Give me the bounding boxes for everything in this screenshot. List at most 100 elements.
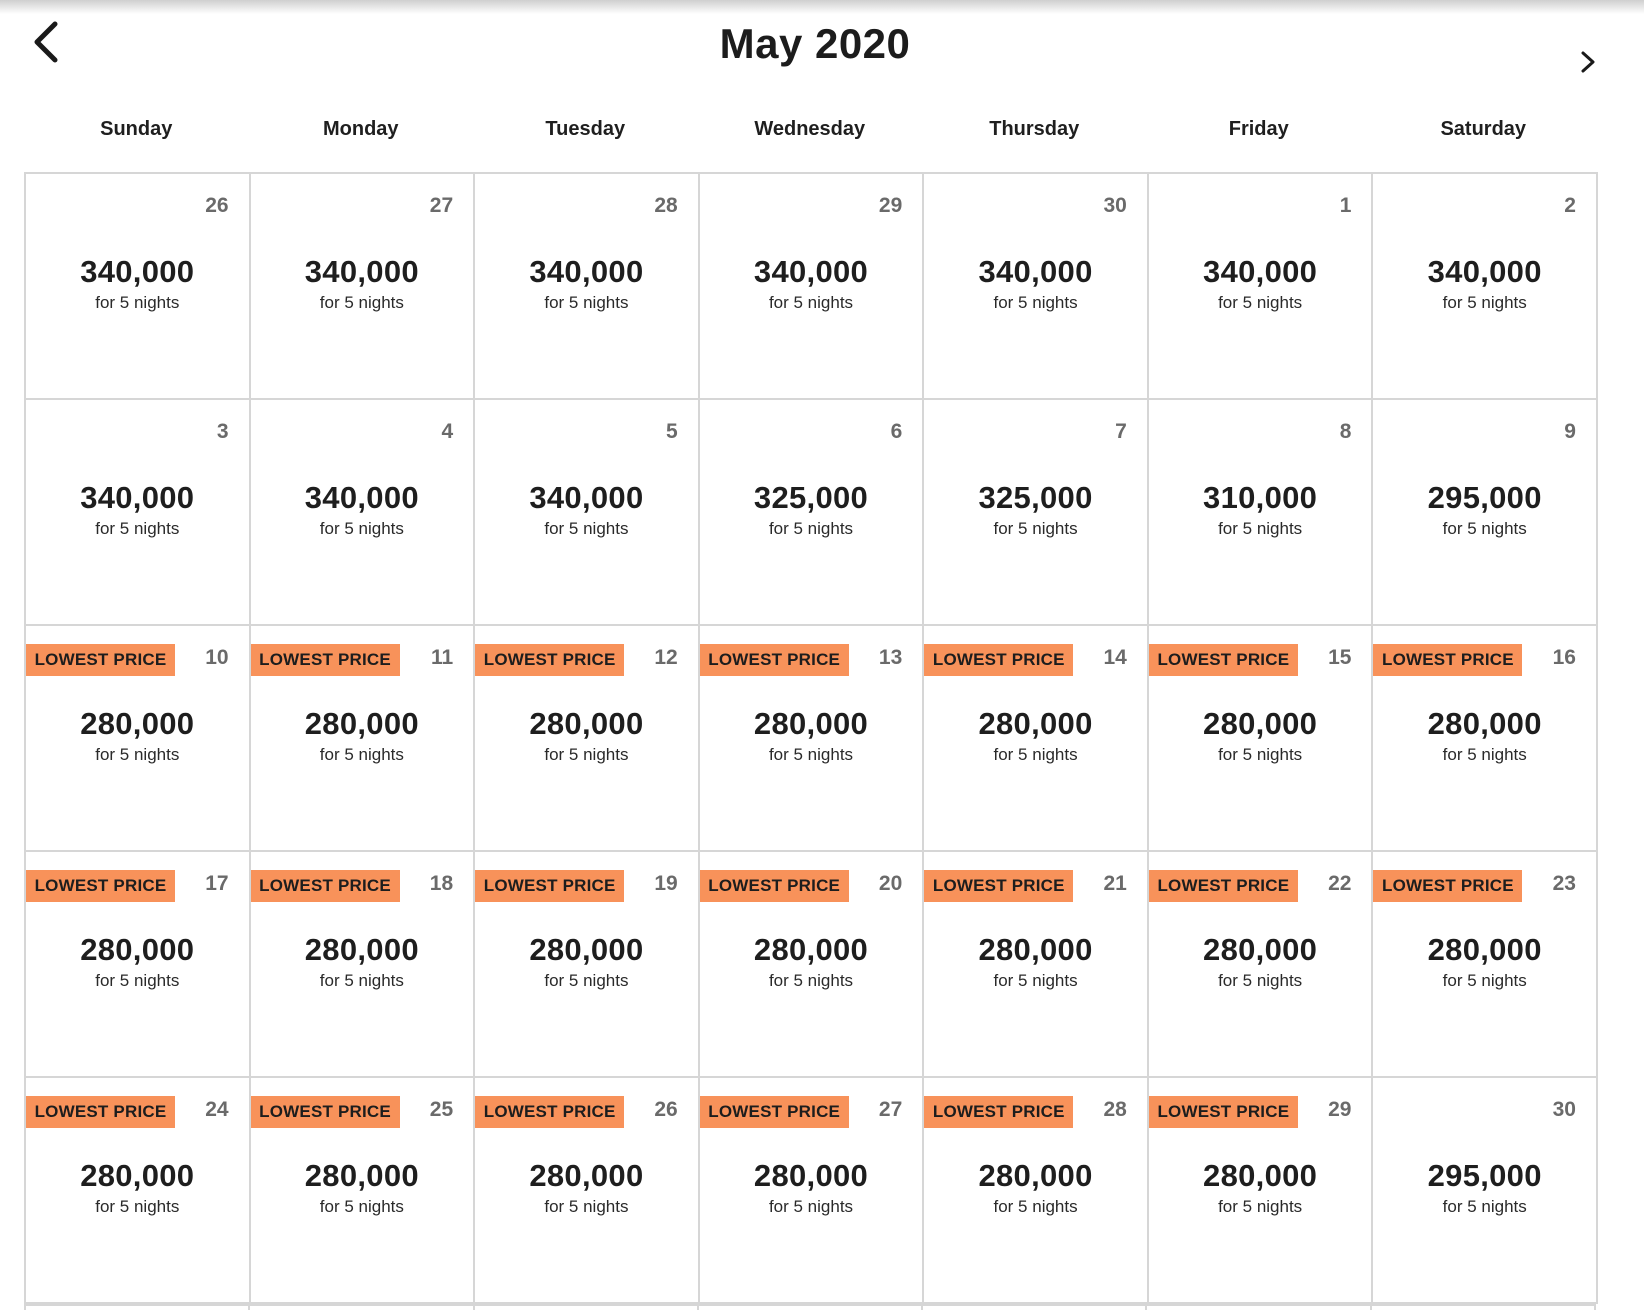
day-number: 29 [1328,1098,1352,1121]
day-cell[interactable]: LOWEST PRICE 16 280,000 for 5 nights [1373,626,1598,852]
nights-label: for 5 nights [993,293,1078,312]
price: 280,000 [80,706,195,741]
price: 280,000 [1427,706,1542,741]
day-number: 7 [1115,420,1127,443]
price: 340,000 [529,480,644,515]
day-cell[interactable]: LOWEST PRICE 20 280,000 for 5 nights [699,852,925,1078]
price: 280,000 [529,1158,644,1193]
lowest-price-badge: LOWEST PRICE [699,1096,849,1128]
day-cell[interactable]: LOWEST PRICE 26 280,000 for 5 nights [475,1078,700,1304]
day-cell[interactable]: 27 340,000 for 5 nights [250,174,476,400]
nights-label: for 5 nights [1218,519,1303,538]
nights-label: for 5 nights [319,293,404,312]
day-cell[interactable]: LOWEST PRICE 28 280,000 for 5 nights [924,1078,1149,1304]
day-cell[interactable]: LOWEST PRICE 11 280,000 for 5 nights [250,626,476,852]
day-cell[interactable]: 9 295,000 for 5 nights [1373,400,1598,626]
day-cell[interactable]: LOWEST PRICE 10 280,000 for 5 nights [26,626,251,852]
lowest-price-badge: LOWEST PRICE [250,870,400,902]
lowest-price-badge: LOWEST PRICE [1148,1096,1298,1128]
day-cell[interactable]: 8 310,000 for 5 nights [1148,400,1374,626]
day-cell[interactable]: LOWEST PRICE 14 280,000 for 5 nights [924,626,1149,852]
weekday-saturday: Saturday [1440,118,1527,140]
day-number: 21 [1103,872,1127,895]
day-number: 22 [1328,872,1352,895]
nights-label: for 5 nights [544,745,629,764]
price: 280,000 [304,932,419,967]
price: 340,000 [304,480,419,515]
day-cell[interactable]: 29 340,000 for 5 nights [699,174,925,400]
weekday-thursday: Thursday [989,118,1080,140]
day-cell[interactable]: LOWEST PRICE 22 280,000 for 5 nights [1148,852,1374,1078]
nights-label: for 5 nights [95,1197,180,1216]
day-cell[interactable]: 2 340,000 for 5 nights [1373,174,1598,400]
day-number: 5 [666,420,678,443]
previous-month-button[interactable] [22,14,70,70]
day-cell[interactable]: 1 340,000 for 5 nights [1148,174,1374,400]
weekday-wednesday: Wednesday [754,118,866,140]
nights-label: for 5 nights [993,971,1078,990]
price: 340,000 [80,480,195,515]
price: 280,000 [753,706,869,741]
day-number: 20 [878,872,903,895]
nights-label: for 5 nights [544,1197,629,1216]
nights-label: for 5 nights [95,971,180,990]
day-cell[interactable]: LOWEST PRICE 29 280,000 for 5 nights [1148,1078,1374,1304]
price: 340,000 [1203,254,1318,289]
next-month-button[interactable] [1572,46,1604,78]
month-title: May 2020 [719,20,911,67]
nights-label: for 5 nights [1218,293,1303,312]
nights-label: for 5 nights [544,519,629,538]
lowest-price-badge: LOWEST PRICE [924,870,1074,902]
day-number: 18 [429,872,454,895]
day-cell[interactable]: LOWEST PRICE 23 280,000 for 5 nights [1373,852,1598,1078]
day-number: 30 [1103,194,1127,217]
price: 340,000 [1427,254,1542,289]
day-cell[interactable]: LOWEST PRICE 19 280,000 for 5 nights [475,852,700,1078]
lowest-price-badge: LOWEST PRICE [26,1096,175,1128]
day-cell[interactable]: 30 295,000 for 5 nights [1373,1078,1598,1304]
nights-label: for 5 nights [319,971,404,990]
next-week-row-partial [24,1304,1596,1310]
day-number: 26 [205,194,229,217]
day-number: 13 [878,646,903,669]
day-number: 27 [878,1098,903,1121]
day-number: 12 [654,646,678,669]
lowest-price-badge: LOWEST PRICE [250,1096,400,1128]
chevron-left-icon [34,21,58,63]
nights-label: for 5 nights [1442,1197,1527,1216]
day-cell[interactable]: LOWEST PRICE 24 280,000 for 5 nights [26,1078,251,1304]
day-cell[interactable]: LOWEST PRICE 27 280,000 for 5 nights [699,1078,925,1304]
day-cell[interactable]: LOWEST PRICE 25 280,000 for 5 nights [250,1078,476,1304]
price: 280,000 [80,1158,195,1193]
day-number: 4 [441,420,454,443]
day-cell[interactable]: 7 325,000 for 5 nights [924,400,1149,626]
nights-label: for 5 nights [768,293,854,312]
nights-label: for 5 nights [319,745,404,764]
day-number: 26 [654,1098,678,1121]
day-cell[interactable]: LOWEST PRICE 12 280,000 for 5 nights [475,626,700,852]
lowest-price-badge: LOWEST PRICE [1148,644,1298,676]
nights-label: for 5 nights [768,971,854,990]
day-cell[interactable]: LOWEST PRICE 17 280,000 for 5 nights [26,852,251,1078]
day-cell[interactable]: 30 340,000 for 5 nights [924,174,1149,400]
day-cell[interactable]: 4 340,000 for 5 nights [250,400,476,626]
price: 340,000 [304,254,419,289]
day-cell[interactable]: 5 340,000 for 5 nights [475,400,700,626]
day-cell[interactable]: 28 340,000 for 5 nights [475,174,700,400]
price: 280,000 [1203,932,1318,967]
nights-label: for 5 nights [993,745,1078,764]
day-cell[interactable]: LOWEST PRICE 13 280,000 for 5 nights [699,626,925,852]
day-cell[interactable]: 26 340,000 for 5 nights [26,174,251,400]
day-cell[interactable]: 6 325,000 for 5 nights [699,400,925,626]
day-cell[interactable]: LOWEST PRICE 15 280,000 for 5 nights [1148,626,1374,852]
day-cell[interactable]: LOWEST PRICE 18 280,000 for 5 nights [250,852,476,1078]
day-cell[interactable]: LOWEST PRICE 21 280,000 for 5 nights [924,852,1149,1078]
nights-label: for 5 nights [768,745,854,764]
day-number: 3 [216,420,229,443]
nights-label: for 5 nights [544,971,629,990]
nights-label: for 5 nights [1442,519,1527,538]
day-number: 9 [1564,420,1576,443]
weekday-monday: Monday [322,118,399,140]
day-number: 28 [654,194,678,217]
day-cell[interactable]: 3 340,000 for 5 nights [26,400,251,626]
